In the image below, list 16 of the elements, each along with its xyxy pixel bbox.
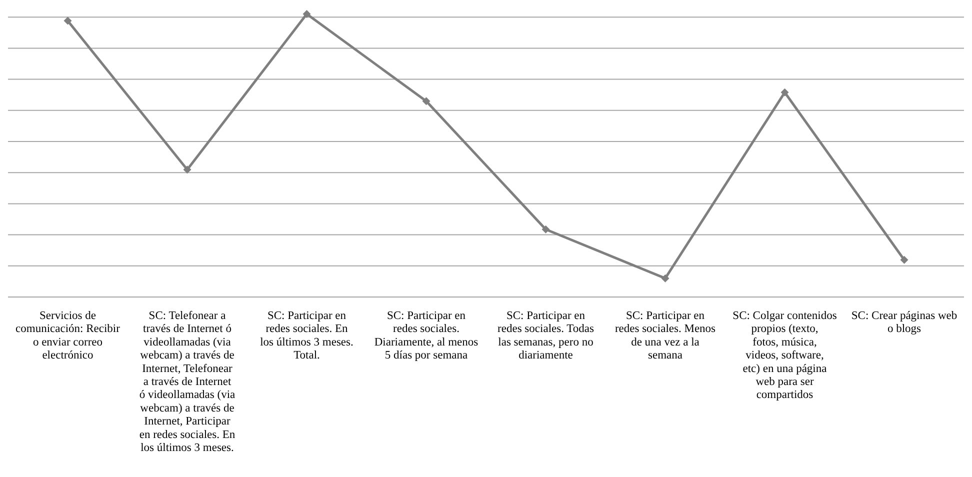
point xyxy=(661,274,670,282)
x-tick-label: SC: Participar en redes sociales. Diariamente, al menos 5 días por semana xyxy=(374,310,479,362)
point xyxy=(183,166,192,174)
x-tick-label: SC: Participar en redes sociales. Menos de una vez a la semana xyxy=(614,310,716,362)
x-tick-label: SC: Colgar contenidos propios (texto, fotos, música, videos, software, etc) en una página web para ser compartidos xyxy=(732,310,838,402)
point xyxy=(64,16,72,25)
category-label: SC: Telefonear a través de Internet ó videollamadas (via webcam) a través de Internet, Telefonear a través de Internet ó videollamadas (via webcam) a través de Internet, Participar en redes sociales. En los últimos 3 meses. xyxy=(139,310,236,454)
x-tick-label: SC: Participar en redes sociales. Todas las semanas, pero no diariamente xyxy=(498,310,594,362)
point xyxy=(422,97,430,106)
point xyxy=(542,225,550,234)
point xyxy=(302,10,311,18)
point xyxy=(900,256,908,264)
x-tick-label: Servicios de comunicación: Recibir o enviar correo electrónico xyxy=(16,310,120,362)
x-tick-label: SC: Crear páginas web o blogs xyxy=(851,310,958,336)
point xyxy=(780,88,789,96)
x-tick-label: SC: Participar en redes sociales. En los últimos 3 meses. Total. xyxy=(260,310,354,362)
